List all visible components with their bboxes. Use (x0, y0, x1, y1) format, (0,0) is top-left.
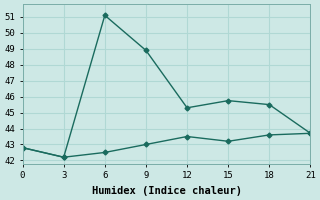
X-axis label: Humidex (Indice chaleur): Humidex (Indice chaleur) (92, 186, 242, 196)
